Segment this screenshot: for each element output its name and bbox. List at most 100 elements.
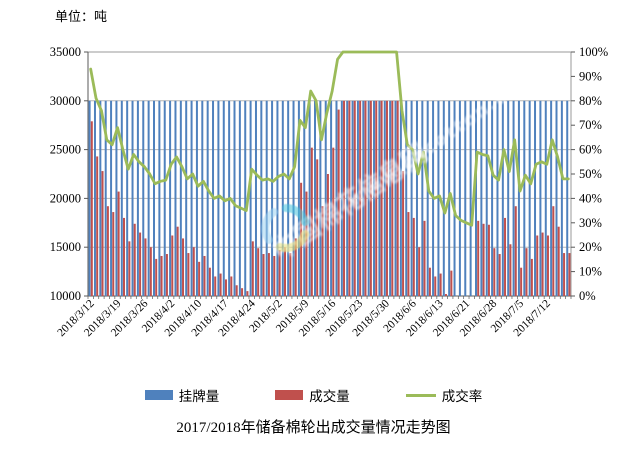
bar-listed-volume — [480, 100, 483, 296]
bar-transaction-volume — [520, 267, 523, 296]
transaction-rate-swatch-icon — [405, 393, 436, 397]
bar-listed-volume — [281, 100, 284, 296]
bar-listed-volume — [399, 100, 402, 296]
bar-listed-volume — [362, 100, 365, 296]
bar-listed-volume — [249, 100, 252, 296]
bar-listed-volume — [265, 100, 268, 296]
bar-transaction-volume — [267, 253, 270, 296]
bar-listed-volume — [453, 100, 456, 296]
bar-listed-volume — [158, 100, 161, 296]
bar-listed-volume — [185, 100, 188, 296]
bar-listed-volume — [190, 100, 193, 296]
bar-transaction-volume — [187, 253, 190, 296]
bar-listed-volume — [534, 100, 537, 296]
bar-transaction-volume — [289, 253, 292, 296]
bar-transaction-volume — [128, 241, 131, 296]
bar-transaction-volume — [385, 100, 388, 296]
bar-transaction-volume — [568, 253, 571, 296]
bar-listed-volume — [507, 100, 510, 296]
bar-transaction-volume — [332, 147, 335, 296]
right-axis-label: 10% — [579, 265, 602, 279]
bar-listed-volume — [303, 100, 306, 296]
bar-listed-volume — [169, 100, 172, 296]
legend-label-transaction: 成交量 — [309, 389, 350, 404]
bar-transaction-volume — [418, 247, 421, 296]
bar-transaction-volume — [337, 109, 340, 296]
bar-transaction-volume — [439, 273, 442, 296]
legend-item-transaction: 成交量 — [275, 385, 350, 405]
bar-transaction-volume — [182, 238, 185, 296]
bar-listed-volume — [110, 100, 113, 296]
bar-listed-volume — [442, 100, 445, 296]
bar-transaction-volume — [546, 235, 549, 296]
bar-listed-volume — [415, 100, 418, 296]
bar-listed-volume — [426, 100, 429, 296]
bar-listed-volume — [491, 100, 494, 296]
bar-transaction-volume — [90, 121, 93, 296]
bar-transaction-volume — [310, 147, 313, 296]
bar-listed-volume — [131, 100, 134, 296]
bar-listed-volume — [566, 100, 569, 296]
bar-listed-volume — [179, 100, 182, 296]
bar-transaction-volume — [144, 238, 147, 296]
bar-listed-volume — [544, 100, 547, 296]
bar-listed-volume — [324, 100, 327, 296]
left-axis-label: 20000 — [50, 191, 81, 205]
bar-listed-volume — [367, 100, 370, 296]
legend-label-rate: 成交率 — [441, 389, 483, 404]
bar-listed-volume — [346, 100, 349, 296]
bar-transaction-volume — [396, 100, 399, 296]
bar-transaction-volume — [214, 276, 217, 296]
bar-listed-volume — [378, 100, 381, 296]
bar-listed-volume — [206, 100, 209, 296]
bar-listed-volume — [335, 100, 338, 296]
bar-transaction-volume — [450, 270, 453, 296]
bar-listed-volume — [485, 100, 488, 296]
bar-listed-volume — [469, 100, 472, 296]
bar-listed-volume — [297, 100, 300, 296]
right-axis-label: 100% — [579, 45, 608, 59]
bar-listed-volume — [373, 100, 376, 296]
bar-listed-volume — [233, 100, 236, 296]
bar-listed-volume — [550, 100, 553, 296]
bar-listed-volume — [136, 100, 139, 296]
bar-transaction-volume — [198, 261, 201, 296]
bar-transaction-volume — [348, 100, 351, 296]
bar-listed-volume — [244, 100, 247, 296]
bar-transaction-volume — [149, 247, 152, 296]
bar-transaction-volume — [504, 217, 507, 296]
bar-listed-volume — [195, 100, 198, 296]
bar-transaction-volume — [101, 171, 104, 296]
bar-listed-volume — [260, 100, 263, 296]
bar-transaction-volume — [343, 100, 346, 296]
bar-listed-volume — [383, 100, 386, 296]
right-axis-label: 0% — [579, 289, 596, 303]
bar-listed-volume — [120, 100, 123, 296]
bar-listed-volume — [389, 100, 392, 296]
bar-transaction-volume — [112, 212, 115, 296]
bar-listed-volume — [104, 100, 107, 296]
bar-transaction-volume — [509, 244, 512, 296]
bar-transaction-volume — [375, 100, 378, 296]
bar-transaction-volume — [219, 273, 222, 296]
left-axis-label: 10000 — [50, 289, 81, 303]
bar-transaction-volume — [139, 232, 142, 296]
bar-transaction-volume — [498, 254, 501, 296]
bar-transaction-volume — [407, 212, 410, 296]
bar-transaction-volume — [278, 250, 281, 296]
bar-transaction-volume — [294, 238, 297, 296]
bar-listed-volume — [539, 100, 542, 296]
bar-listed-volume — [496, 100, 499, 296]
bar-transaction-volume — [160, 255, 163, 296]
bar-transaction-volume — [482, 223, 485, 296]
bar-transaction-volume — [155, 258, 158, 296]
legend: 挂牌量 成交量 成交率 — [0, 385, 627, 405]
bar-transaction-volume — [176, 226, 179, 296]
transaction-volume-swatch-icon — [275, 390, 304, 400]
bar-transaction-volume — [192, 247, 195, 296]
bar-listed-volume — [330, 100, 333, 296]
bar-transaction-volume — [477, 220, 480, 296]
bar-listed-volume — [93, 100, 96, 296]
bar-listed-volume — [410, 100, 413, 296]
